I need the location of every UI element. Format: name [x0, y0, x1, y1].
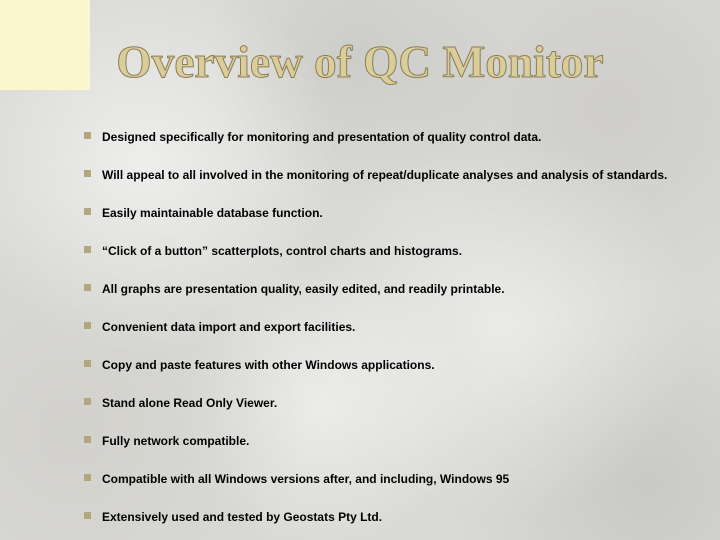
square-bullet-icon — [84, 208, 91, 215]
list-item: Copy and paste features with other Windo… — [84, 358, 700, 372]
list-item-text: Convenient data import and export facili… — [102, 320, 355, 334]
list-item: Compatible with all Windows versions aft… — [84, 472, 700, 486]
list-item-text: Designed specifically for monitoring and… — [102, 130, 541, 144]
square-bullet-icon — [84, 360, 91, 367]
slide-title: Overview of QC Monitor — [0, 36, 720, 88]
list-item: Stand alone Read Only Viewer. — [84, 396, 700, 410]
list-item-text: Stand alone Read Only Viewer. — [102, 396, 277, 410]
slide: Overview of QC Monitor Designed specific… — [0, 0, 720, 540]
square-bullet-icon — [84, 436, 91, 443]
square-bullet-icon — [84, 132, 91, 139]
list-item: Convenient data import and export facili… — [84, 320, 700, 334]
list-item-text: Easily maintainable database function. — [102, 206, 323, 220]
bullet-list: Designed specifically for monitoring and… — [84, 130, 700, 540]
list-item-text: “Click of a button” scatterplots, contro… — [102, 244, 462, 258]
square-bullet-icon — [84, 474, 91, 481]
list-item: “Click of a button” scatterplots, contro… — [84, 244, 700, 258]
list-item-text: Will appeal to all involved in the monit… — [102, 168, 667, 182]
list-item-text: Copy and paste features with other Windo… — [102, 358, 435, 372]
list-item: Will appeal to all involved in the monit… — [84, 168, 700, 182]
square-bullet-icon — [84, 322, 91, 329]
list-item-text: Fully network compatible. — [102, 434, 249, 448]
list-item-text: Extensively used and tested by Geostats … — [102, 510, 382, 524]
list-item: Designed specifically for monitoring and… — [84, 130, 700, 144]
list-item: Extensively used and tested by Geostats … — [84, 510, 700, 524]
square-bullet-icon — [84, 170, 91, 177]
square-bullet-icon — [84, 284, 91, 291]
square-bullet-icon — [84, 246, 91, 253]
square-bullet-icon — [84, 512, 91, 519]
list-item: All graphs are presentation quality, eas… — [84, 282, 700, 296]
list-item: Fully network compatible. — [84, 434, 700, 448]
list-item-text: Compatible with all Windows versions aft… — [102, 472, 509, 486]
list-item-text: All graphs are presentation quality, eas… — [102, 282, 505, 296]
list-item: Easily maintainable database function. — [84, 206, 700, 220]
square-bullet-icon — [84, 398, 91, 405]
